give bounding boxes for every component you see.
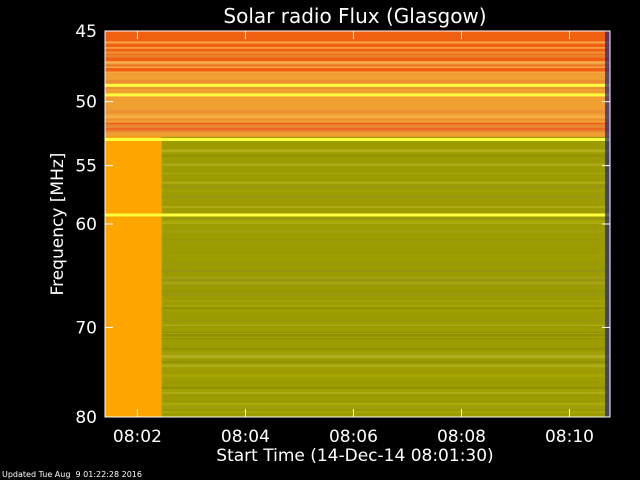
texture-stripe [105, 62, 610, 65]
texture-stripe [161, 389, 610, 392]
texture-stripe [161, 239, 610, 241]
texture-stripe [105, 110, 610, 113]
texture-stripe [161, 190, 610, 192]
y-tick-label: 45 [75, 22, 97, 42]
texture-stripe [105, 61, 610, 63]
texture-stripe [161, 361, 610, 363]
texture-stripe [161, 149, 610, 153]
texture-stripe [161, 391, 610, 394]
y-tick-label: 80 [75, 408, 97, 428]
y-tick-label: 50 [75, 93, 97, 113]
y-tick-label: 70 [75, 318, 97, 338]
texture-stripe [161, 292, 610, 296]
texture-stripe [161, 185, 610, 188]
texture-stripe [161, 319, 610, 322]
spectrogram-plot-area [105, 31, 610, 417]
texture-stripe [161, 386, 610, 389]
texture-stripe [105, 71, 610, 73]
texture-stripe [161, 347, 610, 350]
texture-stripe [161, 282, 610, 285]
early-burst-region [105, 136, 162, 417]
texture-stripe [161, 284, 610, 287]
texture-stripe [161, 333, 610, 335]
y-axis: 45 50 55 60 70 80 [75, 22, 610, 428]
texture-stripe [161, 333, 610, 337]
bright-line [105, 213, 610, 217]
texture-stripe [161, 218, 610, 220]
texture-stripe [161, 289, 610, 292]
texture-stripe [105, 80, 610, 83]
texture-stripe [161, 300, 610, 302]
x-axis: 08:02 08:04 08:06 08:08 08:10 [113, 31, 594, 447]
texture-stripe [105, 54, 610, 58]
texture-stripe [105, 119, 610, 121]
texture-stripe [161, 352, 610, 355]
texture-stripe [161, 307, 610, 310]
x-tick-label: 08:04 [221, 427, 270, 447]
texture-stripe [105, 51, 610, 54]
texture-stripe [105, 109, 610, 112]
texture-stripe [161, 195, 610, 199]
texture-stripe [105, 124, 610, 128]
texture-stripe [105, 41, 610, 44]
texture-stripe [161, 337, 610, 340]
x-tick-label: 08:10 [545, 427, 594, 447]
texture-stripe [105, 63, 610, 66]
updated-timestamp: Updated Tue Aug 9 01:22:28 2016 [2, 470, 142, 479]
x-tick-label: 08:06 [329, 427, 378, 447]
texture-stripe [161, 220, 610, 223]
y-tick-label: 60 [75, 215, 97, 235]
texture-stripe [105, 66, 610, 69]
texture-stripe [105, 129, 610, 133]
texture-stripe [161, 410, 610, 414]
texture-stripe [161, 173, 610, 175]
texture-stripe [105, 87, 610, 89]
texture-stripe [161, 263, 610, 265]
texture-stripe [105, 47, 610, 49]
y-axis-label: Frequency [MHz] [48, 153, 68, 296]
texture-stripe [161, 181, 610, 184]
texture-stripe [105, 96, 610, 98]
texture-stripe [161, 409, 610, 412]
texture-stripe [161, 402, 610, 405]
texture-stripe [161, 163, 610, 166]
texture-stripe [161, 154, 610, 157]
texture-stripe [161, 374, 610, 378]
texture-stripe [161, 270, 610, 273]
texture-stripe [161, 277, 610, 279]
texture-stripe [161, 364, 610, 368]
texture-stripe [105, 73, 610, 75]
texture-stripe [161, 222, 610, 225]
texture-stripe [161, 405, 610, 409]
texture-stripe [105, 115, 610, 118]
texture-stripe [105, 126, 610, 129]
x-tick-label: 08:02 [113, 427, 162, 447]
x-axis-label: Start Time (14-Dec-14 08:01:30) [216, 446, 493, 466]
chart-title: Solar radio Flux (Glasgow) [223, 4, 486, 28]
x-tick-label: 08:08 [437, 427, 486, 447]
texture-stripe [161, 206, 610, 208]
texture-stripe [161, 308, 610, 311]
texture-stripe [161, 403, 610, 406]
texture-stripe [161, 331, 610, 334]
bright-line [105, 138, 610, 142]
texture-stripe [161, 291, 610, 293]
bright-line [105, 93, 610, 97]
texture-stripe [161, 336, 610, 339]
texture-stripe [161, 355, 610, 359]
texture-stripe [161, 278, 610, 281]
texture-stripe [161, 229, 610, 233]
bright-line [105, 83, 610, 87]
y-tick-label: 55 [75, 157, 97, 177]
texture-stripe [161, 324, 610, 326]
texture-stripe [161, 255, 610, 257]
texture-stripe [161, 305, 610, 307]
